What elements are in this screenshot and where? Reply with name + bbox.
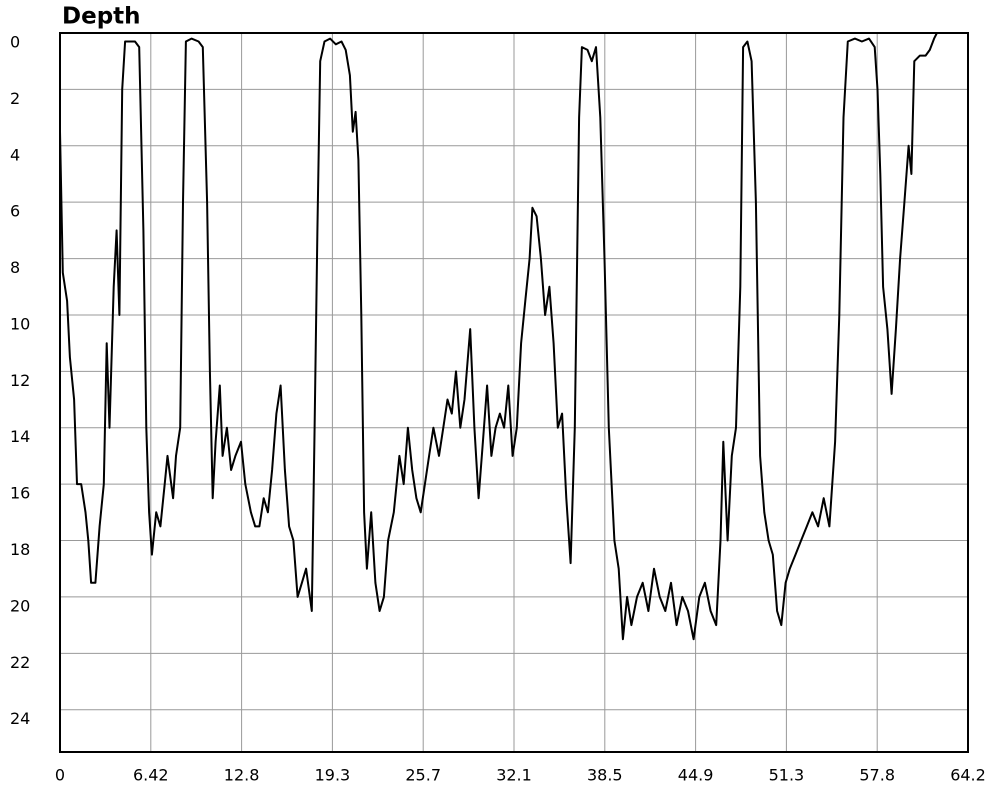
x-tick-label: 38.5 [587, 766, 623, 785]
x-tick-label: 0 [55, 766, 65, 785]
y-tick-label: 16 [10, 484, 30, 503]
x-tick-label: 19.3 [315, 766, 351, 785]
plot-frame [59, 32, 969, 753]
y-tick-label: 20 [10, 596, 30, 615]
x-tick-label: 51.3 [769, 766, 805, 785]
x-tick-label: 57.8 [859, 766, 895, 785]
depth-line [59, 32, 938, 641]
y-tick-label: 18 [10, 540, 30, 559]
y-tick-label: 12 [10, 371, 30, 390]
x-tick-label: 12.8 [224, 766, 260, 785]
x-tick-label: 64.2 [950, 766, 986, 785]
y-tick-label: 8 [10, 258, 20, 277]
y-tick-label: 24 [10, 709, 30, 728]
x-tick-label: 32.1 [496, 766, 532, 785]
x-tick-label: 25.7 [405, 766, 441, 785]
chart-title: Depth [62, 4, 141, 30]
y-tick-label: 10 [10, 314, 30, 333]
x-tick-label: 6.42 [133, 766, 169, 785]
x-tick-label: 44.9 [678, 766, 714, 785]
y-tick-label: 22 [10, 653, 30, 672]
y-tick-label: 2 [10, 89, 20, 108]
y-tick-label: 0 [10, 33, 20, 52]
y-tick-label: 4 [10, 145, 20, 164]
y-tick-label: 6 [10, 202, 20, 221]
y-tick-label: 14 [10, 427, 30, 446]
